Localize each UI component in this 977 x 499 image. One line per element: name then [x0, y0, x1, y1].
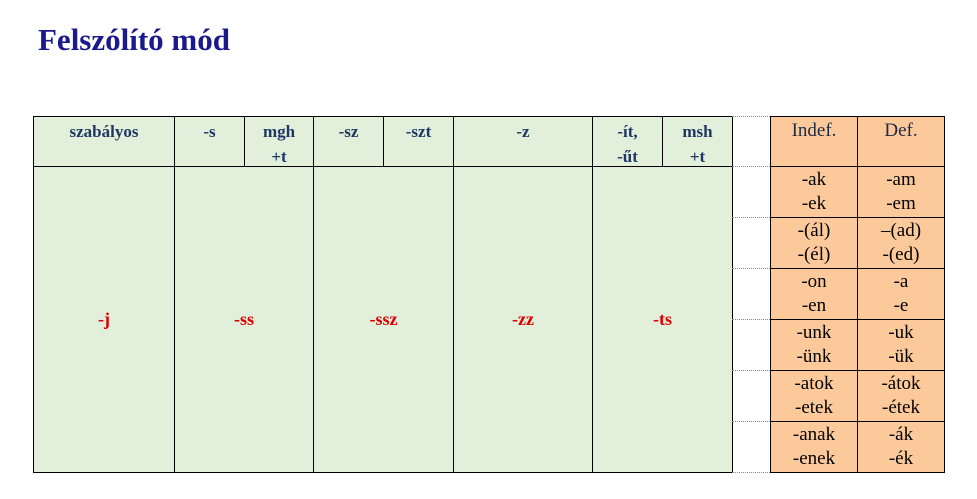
cell-text: -ük — [888, 346, 914, 367]
cell-text: -anak — [792, 424, 836, 445]
cell-text: -ék — [888, 448, 914, 469]
suffix-cell: -ak -ek — [770, 166, 858, 218]
cell-text: -unk — [796, 322, 832, 343]
cell-text: Def. — [884, 120, 918, 141]
body-cell: -zz — [453, 166, 593, 473]
header-cell: -szt — [383, 116, 454, 167]
dotted-line — [732, 116, 770, 117]
header-cell: mgh +t — [244, 116, 314, 167]
cell-text: -ünk — [796, 346, 832, 367]
cell-text: Indef. — [791, 120, 837, 141]
dotted-line — [732, 268, 770, 269]
body-cell: -ssz — [313, 166, 454, 473]
dotted-line — [732, 421, 770, 422]
cell-text: -ts — [653, 309, 672, 329]
cell-text: -z — [516, 122, 530, 141]
suffix-cell: -uk -ük — [857, 319, 945, 371]
suffix-cell: -ák -ék — [857, 421, 945, 473]
cell-text: -am — [886, 169, 916, 190]
cell-text: -szt — [405, 122, 432, 141]
suffix-cell: -unk -ünk — [770, 319, 858, 371]
cell-text: –(ad) — [880, 220, 922, 241]
cell-text: -(ál) — [797, 220, 831, 241]
cell-text: -átok — [881, 373, 921, 394]
header-cell: -z — [453, 116, 593, 167]
header-cell: msh +t — [662, 116, 733, 167]
cell-text: -a — [893, 271, 909, 292]
body-cell: -ts — [592, 166, 733, 473]
header-cell: -ít, -űt — [592, 116, 663, 167]
cell-text: +t — [271, 147, 287, 166]
cell-text: -(él) — [797, 244, 831, 265]
cell-text: -etek — [795, 397, 833, 418]
cell-text: -e — [893, 295, 909, 316]
cell-text: -étek — [882, 397, 920, 418]
suffix-cell: -átok -étek — [857, 370, 945, 422]
cell-text: -űt — [617, 147, 638, 166]
cell-text: szabályos — [69, 122, 139, 141]
suffix-cell: –(ad) -(ed) — [857, 217, 945, 269]
dotted-line — [732, 319, 770, 320]
cell-text: -uk — [888, 322, 914, 343]
cell-text: -ek — [801, 193, 827, 214]
cell-text: msh — [682, 122, 713, 141]
cell-text: -(ed) — [882, 244, 920, 265]
cell-text: -j — [98, 309, 110, 329]
suffix-cell: -on -en — [770, 268, 858, 320]
cell-text: +t — [689, 147, 706, 166]
cell-text: -ak — [801, 169, 827, 190]
cell-text: -ssz — [369, 309, 398, 329]
header-cell: -sz — [313, 116, 384, 167]
header-cell: Indef. — [770, 116, 858, 167]
suffix-cell: -a -e — [857, 268, 945, 320]
suffix-cell: -atok -etek — [770, 370, 858, 422]
body-cell: -j — [33, 166, 175, 473]
suffix-cell: -am -em — [857, 166, 945, 218]
cell-text: -ss — [233, 309, 254, 329]
cell-text: -en — [801, 295, 827, 316]
title: Felszólító mód — [38, 22, 230, 57]
cell-text: -zz — [512, 309, 534, 329]
cell-text: -ít, — [617, 122, 638, 141]
body-cell: -ss — [174, 166, 314, 473]
cell-text: -enek — [792, 448, 836, 469]
cell-text: mgh — [262, 122, 296, 141]
dotted-line — [732, 472, 770, 473]
header-cell: szabályos — [33, 116, 175, 167]
suffix-cell: -(ál) -(él) — [770, 217, 858, 269]
dotted-line — [732, 370, 770, 371]
suffix-cell: -anak -enek — [770, 421, 858, 473]
dotted-line — [732, 166, 770, 167]
cell-text: -sz — [338, 122, 359, 141]
cell-text: -em — [886, 193, 916, 214]
cell-text: -on — [801, 271, 827, 292]
cell-text: -atok — [794, 373, 834, 394]
cell-text: -ák — [888, 424, 914, 445]
cell-text: -s — [203, 122, 216, 141]
header-cell: Def. — [857, 116, 945, 167]
dotted-line — [732, 217, 770, 218]
header-cell: -s — [174, 116, 245, 167]
